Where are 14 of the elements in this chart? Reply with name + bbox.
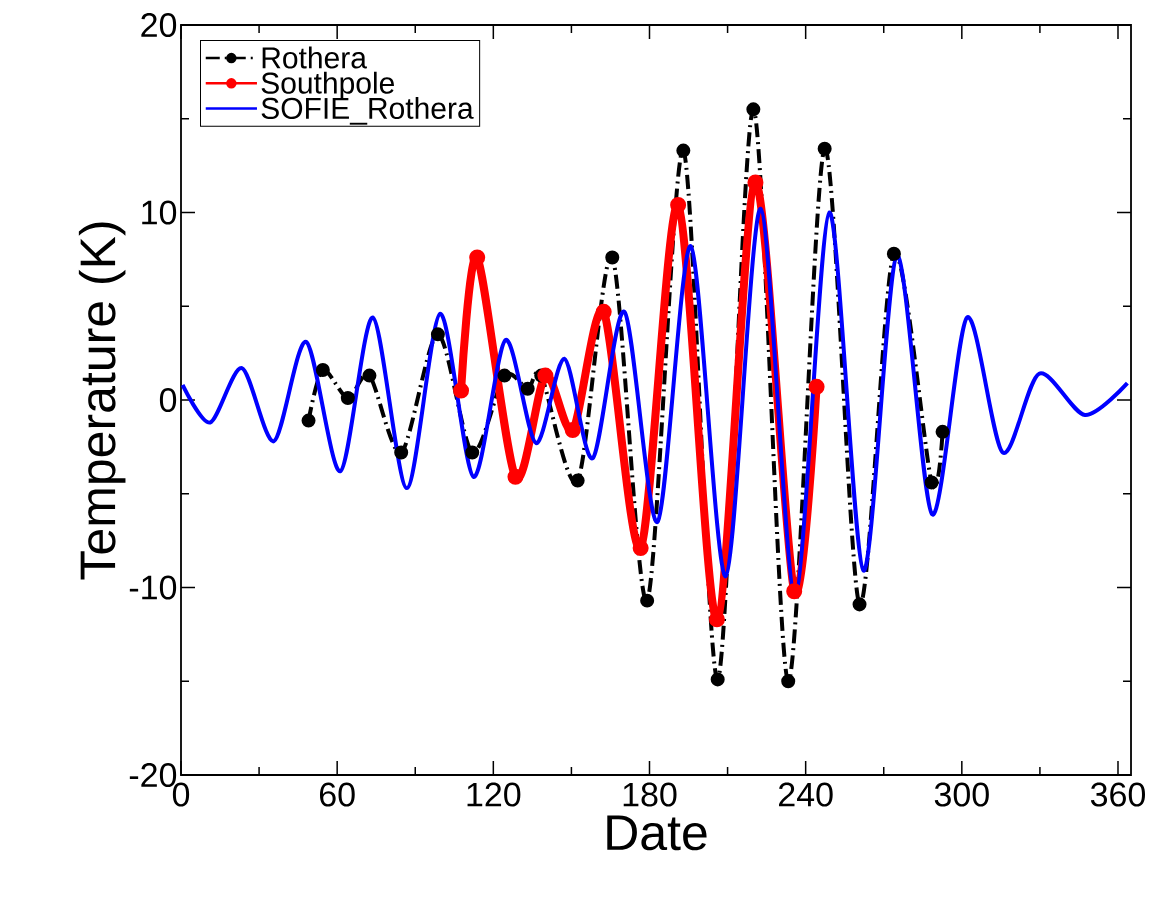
x-axis-title: Date — [607, 815, 707, 851]
x-tick-label: 180 — [623, 782, 677, 807]
x-tick-label: 120 — [467, 782, 521, 807]
x-tick-label: 300 — [934, 782, 989, 807]
x-tick-label: 360 — [1090, 782, 1146, 807]
legend-label: SOFIE_Rothera — [261, 96, 474, 125]
y-axis-title: Temperature (K) — [78, 222, 126, 580]
y-tick-label: 20 — [141, 12, 177, 38]
legend-label: Rothera — [262, 46, 367, 69]
x-tick-label: 240 — [779, 782, 833, 807]
y-tick-label: 10 — [142, 200, 177, 225]
x-tick-label: 60 — [319, 782, 355, 807]
y-tick-label: 0 — [159, 387, 177, 413]
y-tick-label: -10 — [129, 575, 177, 600]
